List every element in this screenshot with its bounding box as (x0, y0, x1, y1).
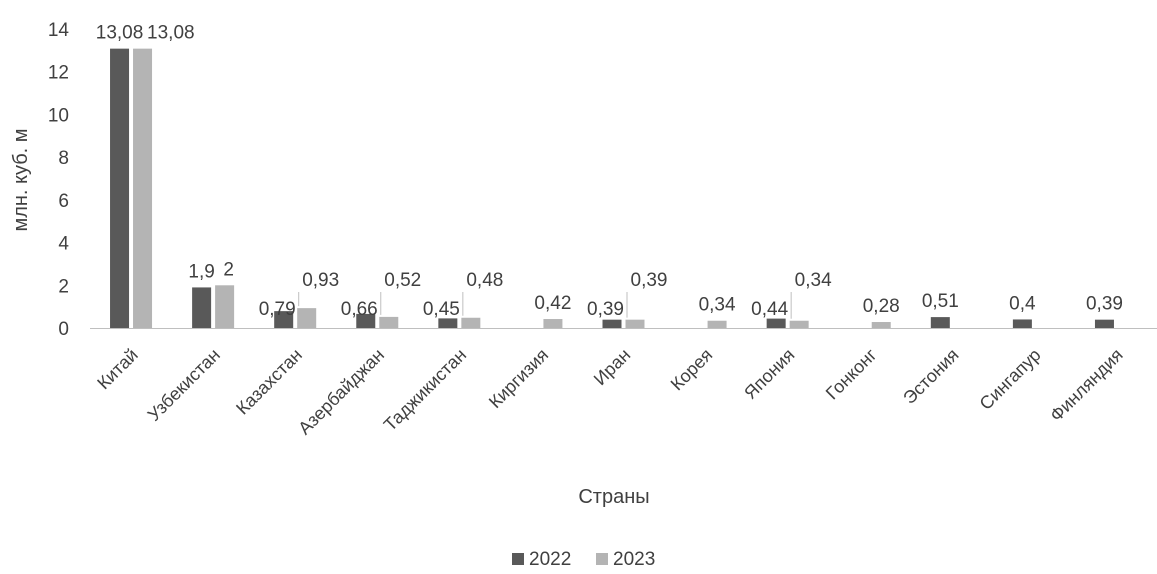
category-label: Япония (740, 345, 798, 403)
bar-2023 (871, 322, 891, 328)
category-label: Иран (590, 345, 634, 389)
legend-swatch (596, 553, 608, 565)
bar-2022 (438, 318, 458, 328)
data-labels: 13,08 13,08 1,9 2 0,79 0,930,66 0,520,45 0,48 0,… (96, 23, 1123, 320)
data-label-2023: 0,39 (631, 270, 668, 291)
data-label-2022: 0,44 (751, 299, 788, 320)
data-label-2022: 0,66 (341, 299, 378, 320)
data-label-2022: 13,08 (96, 23, 144, 44)
category-label: Китай (93, 345, 142, 394)
bar-2023 (625, 319, 645, 328)
data-label-2022: 0,39 (587, 299, 624, 320)
y-tick-label: 2 (58, 276, 69, 297)
data-label-2023: 0,42 (534, 293, 571, 314)
data-label-2023: 0,93 (302, 270, 339, 291)
category-labels: Китай Узбекистан КазахстанАзербайджанТаджи… (93, 344, 1126, 438)
data-label-2022: 0,45 (423, 299, 460, 320)
category-label: Сингапур (976, 345, 1045, 414)
bar-2023 (789, 320, 809, 328)
data-label-2023: 0,28 (863, 296, 900, 317)
data-label-2022: 1,9 (188, 261, 214, 282)
bar-2022 (110, 48, 130, 329)
y-axis-title: млн. куб. м (10, 128, 32, 231)
data-label-2023: 2 (223, 259, 234, 280)
bar-2023 (133, 48, 153, 329)
category-label: Финляндия (1046, 345, 1127, 426)
bar-2022 (1012, 319, 1032, 328)
data-label-2023: 0,52 (384, 270, 421, 291)
bar-2022 (192, 287, 212, 328)
y-tick-label: 8 (58, 148, 69, 169)
category-label: Таджикистан (380, 345, 470, 435)
bars (110, 48, 1114, 329)
bar-2023 (379, 316, 399, 328)
bar-2022 (274, 311, 294, 328)
bar-2023 (461, 317, 481, 328)
legend-swatch (512, 553, 524, 565)
category-label: Киргизия (485, 345, 552, 412)
bar-2023 (215, 285, 235, 328)
bar-2022 (766, 318, 786, 328)
data-label-2023: 0,34 (699, 295, 736, 316)
category-label: Азербайджан (294, 345, 388, 439)
y-tick-label: 12 (48, 63, 69, 84)
category-label: Казахстан (232, 345, 306, 419)
bar-2022 (356, 313, 376, 328)
y-tick-label: 0 (58, 319, 69, 340)
y-tick-label: 10 (48, 105, 69, 126)
data-label-2022: 0,51 (922, 291, 959, 312)
y-axis-ticks: 0 2 4 6 8 10 12 14 (48, 20, 70, 340)
bar-2022 (602, 319, 622, 328)
data-label-2023: 13,08 (147, 23, 195, 44)
data-label-2022: 0,79 (259, 299, 296, 320)
category-label: Эстония (899, 345, 962, 408)
data-label-2022: 0,39 (1086, 294, 1123, 315)
bar-2023 (707, 320, 727, 328)
legend: 2022 2023 (512, 549, 655, 570)
y-tick-label: 4 (58, 234, 69, 255)
bar-2023 (543, 319, 563, 328)
data-label-2023: 0,48 (466, 270, 503, 291)
legend-label: 2023 (613, 549, 655, 570)
y-tick-label: 6 (58, 191, 69, 212)
category-label: Гонконг (822, 344, 881, 403)
category-label: Узбекистан (144, 345, 224, 425)
bar-2022 (1094, 319, 1114, 328)
x-axis-title: Страны (578, 486, 649, 508)
legend-label: 2022 (529, 549, 571, 570)
bar-2023 (297, 308, 317, 328)
data-label-2022: 0,4 (1009, 293, 1036, 314)
y-tick-label: 14 (48, 20, 70, 41)
category-label: Корея (667, 345, 717, 395)
bar-2022 (930, 317, 950, 328)
data-label-2023: 0,34 (795, 270, 832, 291)
